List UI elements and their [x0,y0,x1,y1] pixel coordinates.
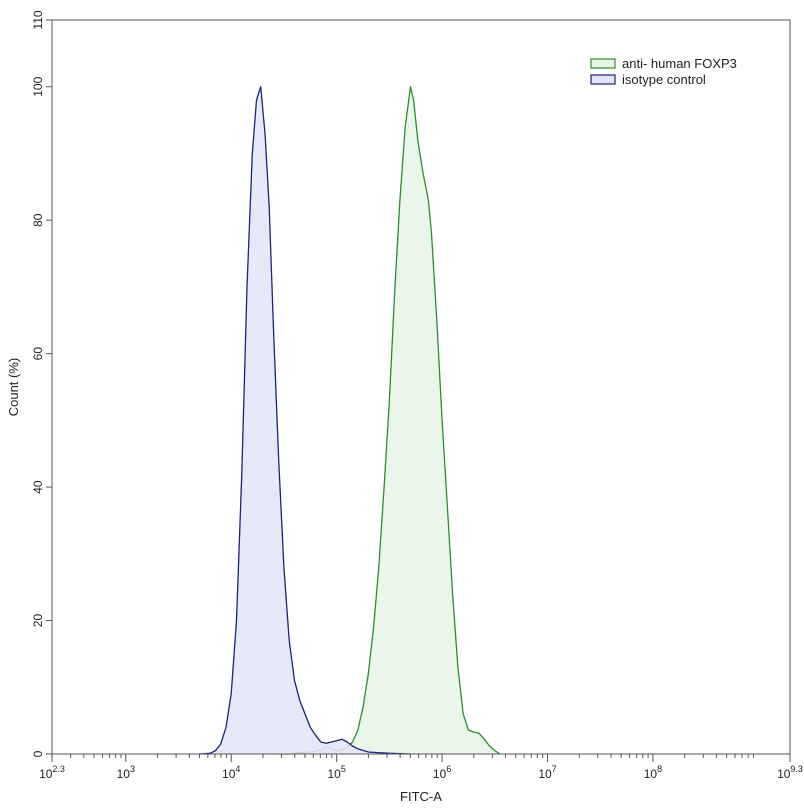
x-axis-title: FITC-A [400,789,442,804]
y-axis-title: Count (%) [6,358,21,417]
x-tick-label: 106 [433,764,451,781]
legend-label-1: isotype control [622,72,706,87]
plot-frame [51,19,791,755]
series-layer [199,86,501,755]
y-tick-label: 0 [31,750,45,757]
x-tick-label: 109.3 [777,764,803,781]
x-tick-label: 108 [644,764,662,781]
x-tick-label: 104 [222,764,240,781]
legend-swatch-0 [590,58,616,69]
series-area-1 [199,86,411,754]
y-tick-label: 110 [31,10,45,29]
x-tick-label: 102.3 [39,764,65,781]
x-tick-label: 103 [117,764,135,781]
legend-swatch-1 [590,74,616,85]
y-tick-label: 60 [31,347,45,361]
x-tick-label: 107 [538,764,556,781]
y-tick-label: 100 [31,76,45,96]
legend-label-0: anti- human FOXP3 [622,56,737,71]
y-tick-label: 20 [31,614,45,628]
x-tick-label: 105 [327,764,345,781]
series-area-0 [278,86,501,754]
y-tick-label: 80 [31,213,45,227]
series-line-1 [199,86,411,755]
y-tick-label: 40 [31,480,45,494]
